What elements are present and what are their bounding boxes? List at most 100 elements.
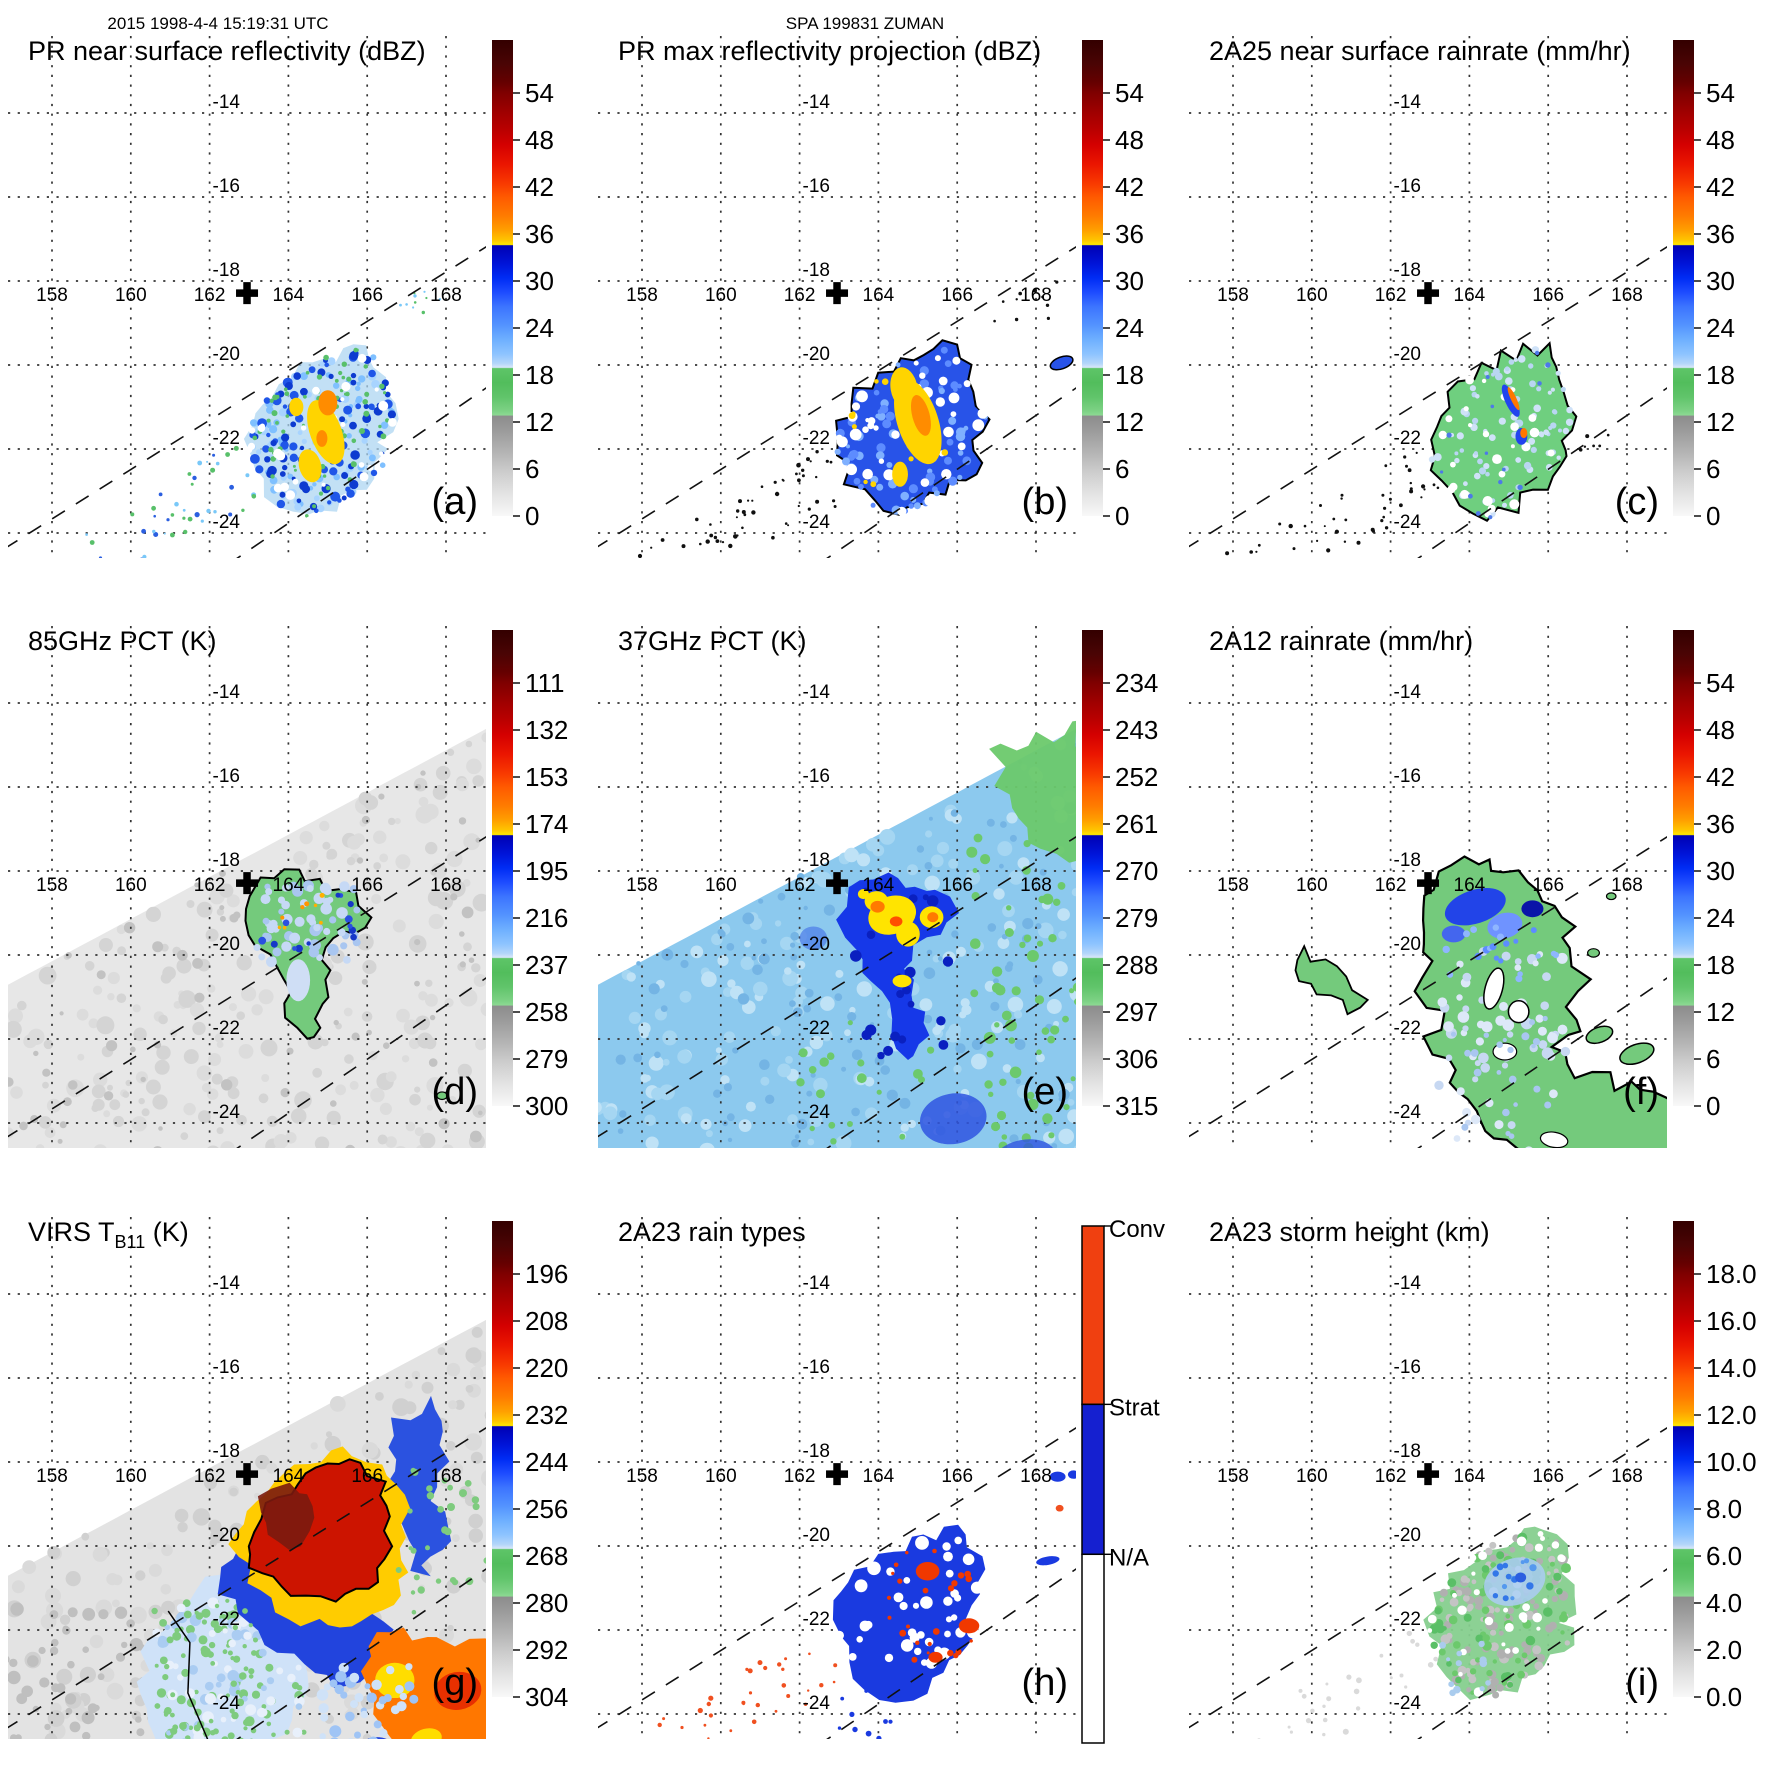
colorbar-tick-label: 18 [1706, 360, 1735, 390]
lon-tick-label: 168 [430, 875, 462, 896]
data-patch [871, 901, 885, 913]
colorbar-tick-label: 30 [1115, 266, 1144, 296]
lat-tick-label: -16 [803, 176, 830, 197]
lat-tick-label: -24 [803, 1102, 831, 1123]
data-patch [289, 398, 303, 416]
colorbar-tick-label: 42 [1706, 762, 1735, 792]
data-patch [890, 917, 903, 927]
lon-tick-label: 164 [1453, 1466, 1485, 1487]
lon-tick-label: 160 [115, 1466, 147, 1487]
colorbar-tick-label: 6.0 [1706, 1541, 1742, 1571]
colorbar-tick-label: 12 [1706, 407, 1735, 437]
lat-tick-label: -22 [803, 1018, 830, 1039]
lat-tick-label: -24 [1393, 1102, 1421, 1123]
colorbar-tick-label: 14.0 [1706, 1353, 1757, 1383]
lat-tick-label: -16 [803, 766, 830, 787]
lat-tick-label: -22 [213, 1609, 240, 1630]
panel-letter: (a) [432, 481, 478, 523]
panel-letter: (c) [1614, 481, 1658, 523]
colorbar-tick-label: 306 [1115, 1044, 1158, 1074]
data-region [1295, 947, 1367, 1015]
panel-letter: (d) [432, 1071, 478, 1113]
lat-tick-label: -18 [803, 260, 830, 281]
lon-tick-label: 168 [1611, 1466, 1643, 1487]
satellite-center-marker [826, 1463, 848, 1485]
lat-tick-label: -14 [803, 682, 831, 703]
data-raster [1256, 1526, 1576, 1767]
colorbar-tick-label: 48 [1706, 125, 1735, 155]
panel-letter: (i) [1625, 1662, 1659, 1704]
colorbar-tick-label: 300 [525, 1091, 568, 1121]
colorbar-tick-label: 234 [1115, 668, 1158, 698]
lat-tick-label: -14 [1393, 682, 1421, 703]
colorbar-tick-label: 243 [1115, 715, 1158, 745]
data-region [1430, 343, 1576, 520]
background-raster [1, 724, 501, 1181]
colorbar-tick-label: 42 [1706, 172, 1735, 202]
lat-tick-label: -20 [1393, 934, 1420, 955]
colorbar-tick-label: 36 [1706, 219, 1735, 249]
lat-tick-label: -14 [1393, 1273, 1421, 1294]
colorbar-tick-label: 24 [525, 313, 554, 343]
colorbar-tick-label: 258 [525, 997, 568, 1027]
data-patch [1056, 1504, 1064, 1511]
lon-tick-label: 162 [784, 875, 816, 896]
colorbar-tick-label: 54 [1706, 78, 1735, 108]
lon-tick-label: 164 [1453, 285, 1485, 306]
lat-tick-label: -24 [1393, 1693, 1421, 1714]
lon-tick-label: 162 [1374, 875, 1406, 896]
lat-tick-label: -16 [1393, 1357, 1420, 1378]
lat-tick-label: -16 [1393, 766, 1420, 787]
lon-tick-label: 158 [1217, 875, 1249, 896]
lat-tick-label: -24 [213, 1693, 241, 1714]
lon-tick-label: 158 [36, 875, 68, 896]
data-raster [1225, 343, 1609, 586]
colorbar-tick-label: 196 [525, 1259, 568, 1289]
colorbar-tick-label: 48 [1115, 125, 1144, 155]
data-patch [1508, 1001, 1528, 1023]
panel-title: 2A12 rainrate (mm/hr) [1209, 626, 1473, 656]
lat-tick-label: -14 [213, 92, 241, 113]
lon-tick-label: 160 [705, 1466, 737, 1487]
lat-tick-label: -22 [213, 428, 240, 449]
lon-tick-label: 162 [194, 875, 226, 896]
lon-tick-label: 162 [194, 285, 226, 306]
lat-tick-label: -18 [213, 1441, 240, 1462]
data-region [833, 1524, 985, 1702]
colorbar-tick-label: 0.0 [1706, 1682, 1742, 1712]
lon-tick-label: 158 [1217, 1466, 1249, 1487]
colorbar-tick-label: 18 [525, 360, 554, 390]
lat-tick-label: -22 [1393, 1609, 1420, 1630]
lat-tick-label: -18 [1393, 1441, 1420, 1462]
data-raster [1295, 857, 1682, 1182]
colorbar-tick-label: 6 [525, 454, 539, 484]
colorbar-tick-label: 24 [1706, 903, 1735, 933]
data-patch [1617, 1039, 1657, 1068]
data-patch [1521, 901, 1543, 918]
lat-tick-label: -20 [213, 344, 240, 365]
data-patch [1050, 1471, 1066, 1481]
colorbar-tick-label: 18 [1115, 360, 1144, 390]
colorbar-tick-label: 174 [525, 809, 568, 839]
colorbar: 18.016.014.012.010.08.06.04.02.00.0 [1673, 1221, 1757, 1712]
panel-letter: (e) [1022, 1071, 1068, 1113]
lon-tick-label: 168 [1020, 1466, 1052, 1487]
colorbar-tick-label: 195 [525, 856, 568, 886]
lat-tick-label: -18 [1393, 850, 1420, 871]
